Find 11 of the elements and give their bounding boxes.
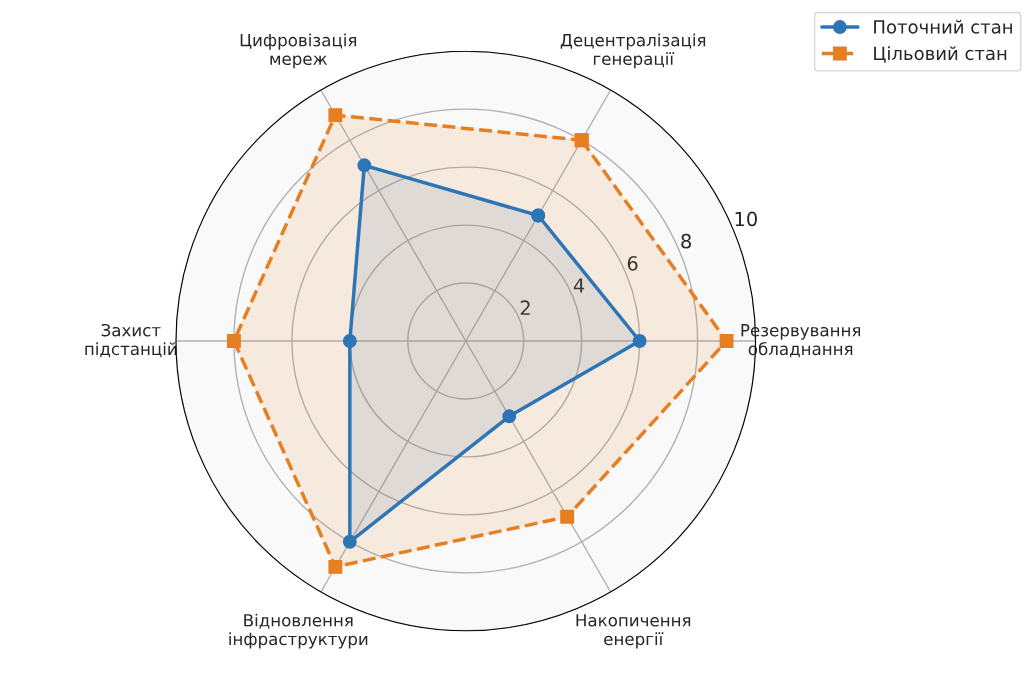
y-tick-label: 4	[573, 278, 585, 293]
spoke-label: Відновлення інфраструктури	[229, 613, 368, 649]
y-tick-label: 2	[520, 300, 530, 315]
y-tick-label: 10	[735, 211, 757, 227]
y-tick-label: 8	[681, 233, 691, 249]
spoke-label: Цифровізація мереж	[240, 33, 357, 69]
y-tick-label: 6	[627, 255, 638, 271]
spoke-label: Децентралізація генерації	[560, 33, 706, 69]
legend-label: Поточний стан	[874, 19, 1012, 34]
legend-label: Цільовий стан	[874, 46, 1007, 63]
spoke-label: Накопичення енергії	[576, 614, 691, 649]
